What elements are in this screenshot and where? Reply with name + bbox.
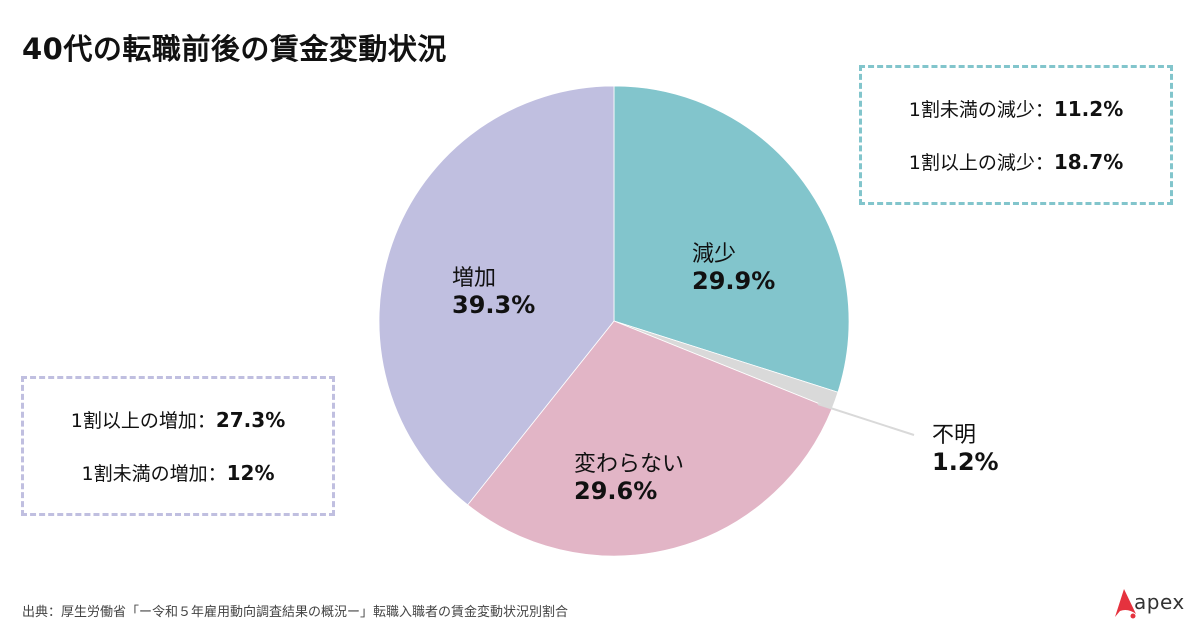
slice-percent: 29.9%: [692, 267, 776, 295]
breakdown-value: 12%: [226, 461, 275, 485]
pie-slice-decrease: [613, 85, 850, 393]
slice-label-increase: 増加 39.3%: [452, 265, 535, 319]
slice-name: 不明: [932, 423, 977, 448]
breakdown-row: 1割以上の減少：18.7%: [909, 148, 1123, 175]
source-citation: 出典：厚生労働省「ー令和５年雇用動向調査結果の概況ー」転職入職者の賃金変動状況別…: [22, 605, 569, 620]
pie-slice-increase: [378, 85, 615, 506]
breakdown-row: 1割未満の増加：12%: [82, 459, 275, 486]
breakdown-value: 11.2%: [1053, 97, 1124, 121]
slice-percent: 1.2%: [932, 448, 999, 476]
pie-slice-unchanged: [467, 320, 833, 557]
decrease-breakdown-box: 1割未満の減少：11.2% 1割以上の減少：18.7%: [859, 65, 1173, 205]
slice-label-decrease: 減少 29.9%: [692, 241, 775, 295]
increase-breakdown-box: 1割以上の増加：27.3% 1割未満の増加：12%: [21, 376, 335, 516]
apex-logo-icon: [1115, 589, 1136, 619]
breakdown-value: 18.7%: [1053, 150, 1124, 174]
slice-percent: 39.3%: [452, 291, 536, 319]
breakdown-label: 1割未満の減少：: [908, 99, 1054, 121]
slice-percent: 29.6%: [574, 477, 658, 505]
breakdown-value: 27.3%: [215, 408, 286, 432]
slice-name: 変わらない: [574, 452, 685, 477]
apex-logo: apex: [1112, 586, 1192, 620]
breakdown-row: 1割未満の減少：11.2%: [909, 95, 1123, 122]
leader-line-unknown: [817, 403, 915, 436]
breakdown-row: 1割以上の増加：27.3%: [71, 406, 285, 433]
breakdown-label: 1割未満の増加：: [81, 463, 227, 485]
pie-slices: [378, 85, 850, 557]
slice-label-unchanged: 変わらない 29.6%: [574, 451, 684, 505]
slice-name: 増加: [452, 266, 497, 291]
chart-title: 40代の転職前後の賃金変動状況: [22, 32, 447, 66]
breakdown-label: 1割以上の減少：: [908, 152, 1054, 174]
slice-label-unknown: 不明 1.2%: [932, 422, 999, 476]
slice-name: 減少: [692, 242, 737, 267]
apex-logo-text: apex: [1134, 590, 1185, 614]
breakdown-label: 1割以上の増加：: [70, 410, 216, 432]
